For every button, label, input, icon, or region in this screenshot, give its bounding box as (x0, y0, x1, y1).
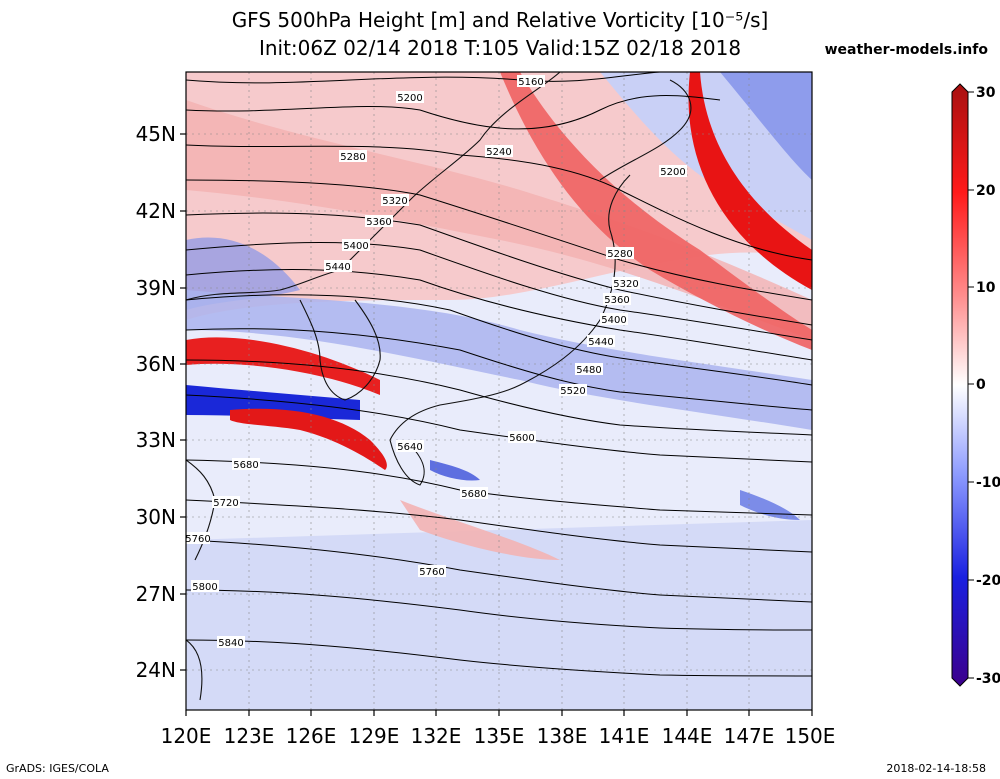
contour-label: 5200 (659, 165, 687, 178)
colorbar-tick: -30 (976, 671, 1000, 687)
longitude-labels: 120E 123E 126E 129E 132E 135E 138E 141E … (161, 724, 836, 748)
contour-label: 5600 (508, 431, 536, 444)
lon-label: 120E (161, 724, 212, 748)
colorbar-tick: -20 (976, 573, 1000, 589)
lon-label: 150E (785, 724, 836, 748)
lon-label: 147E (724, 724, 775, 748)
svg-text:5840: 5840 (218, 638, 243, 649)
colorbar-scale (951, 83, 969, 687)
svg-text:5280: 5280 (607, 249, 632, 260)
contour-label: 5400 (600, 313, 628, 326)
contour-label: 5680 (460, 487, 488, 500)
lat-label: 27N (136, 582, 176, 606)
contour-label: 5680 (232, 458, 260, 471)
svg-text:5680: 5680 (233, 460, 258, 471)
contour-label: 5360 (603, 293, 631, 306)
lat-label: 39N (136, 276, 176, 300)
contour-label: 5800 (191, 580, 219, 593)
svg-text:5760: 5760 (419, 567, 444, 578)
lat-label: 42N (136, 199, 176, 223)
graticule (186, 72, 812, 710)
contour-label: 5320 (612, 277, 640, 290)
contour-label: 5640 (396, 440, 424, 453)
lat-label: 36N (136, 352, 176, 376)
svg-text:5440: 5440 (588, 337, 613, 348)
svg-text:5640: 5640 (397, 442, 422, 453)
lat-label: 33N (136, 428, 176, 452)
svg-text:5160: 5160 (518, 77, 543, 88)
contour-labels: 5160 5200 5240 5280 5320 5360 5400 5440 … (185, 75, 687, 649)
footer-timestamp: 2018-02-14-18:58 (886, 762, 986, 775)
axis-ticks (180, 133, 813, 716)
svg-text:5520: 5520 (560, 386, 585, 397)
contour-label: 5720 (212, 496, 240, 509)
lon-label: 132E (411, 724, 462, 748)
svg-text:5320: 5320 (613, 279, 638, 290)
contour-label: 5160 (517, 75, 545, 88)
contour-label: 5280 (606, 247, 634, 260)
site-credit: weather-models.info (824, 42, 988, 58)
contour-label: 5760 (185, 532, 211, 545)
svg-text:5360: 5360 (366, 217, 391, 228)
lat-label: 45N (136, 122, 176, 146)
lon-label: 144E (662, 724, 713, 748)
colorbar-tick: 0 (976, 377, 986, 393)
contour-label: 5440 (324, 260, 352, 273)
svg-text:5280: 5280 (340, 152, 365, 163)
svg-text:5200: 5200 (660, 167, 685, 178)
lon-label: 135E (474, 724, 525, 748)
svg-text:5360: 5360 (604, 295, 629, 306)
colorbar-tick: 30 (976, 85, 996, 101)
contour-label: 5520 (559, 384, 587, 397)
svg-text:5760: 5760 (185, 534, 210, 545)
svg-text:5400: 5400 (601, 315, 626, 326)
colorbar-tick: -10 (976, 475, 1000, 491)
svg-text:5600: 5600 (509, 433, 534, 444)
contour-label: 5400 (342, 239, 370, 252)
lon-label: 141E (599, 724, 650, 748)
svg-text:5800: 5800 (192, 582, 217, 593)
contour-label: 5760 (418, 565, 446, 578)
lon-label: 138E (537, 724, 588, 748)
colorbar-tick: 20 (976, 183, 996, 199)
contour-label: 5840 (217, 636, 245, 649)
svg-text:5200: 5200 (397, 93, 422, 104)
contour-label: 5280 (339, 150, 367, 163)
coastlines (186, 72, 692, 701)
contour-label: 5440 (587, 335, 615, 348)
svg-text:5480: 5480 (576, 365, 601, 376)
svg-text:5400: 5400 (343, 241, 368, 252)
chart-title: GFS 500hPa Height [m] and Relative Vorti… (231, 8, 769, 32)
lat-label: 24N (136, 658, 176, 682)
height-contours (186, 72, 812, 677)
svg-text:5680: 5680 (461, 489, 486, 500)
svg-text:5720: 5720 (213, 498, 238, 509)
contour-label: 5240 (485, 145, 513, 158)
lon-label: 126E (286, 724, 337, 748)
footer-credit: GrADS: IGES/COLA (6, 762, 109, 775)
lon-label: 129E (349, 724, 400, 748)
lat-label: 30N (136, 505, 176, 529)
chart-subtitle: Init:06Z 02/14 2018 T:105 Valid:15Z 02/1… (258, 36, 742, 60)
contour-label: 5360 (365, 215, 393, 228)
colorbar: 30 20 10 0 -10 -20 -30 (951, 83, 1000, 687)
latitude-labels: 45N 42N 39N 36N 33N 30N 27N 24N (136, 122, 176, 682)
contour-label: 5200 (396, 91, 424, 104)
lon-label: 123E (224, 724, 275, 748)
svg-text:5320: 5320 (382, 196, 407, 207)
colorbar-tick: 10 (976, 280, 996, 296)
contour-label: 5320 (381, 194, 409, 207)
svg-text:5240: 5240 (486, 147, 511, 158)
contour-label: 5480 (575, 363, 603, 376)
svg-text:5440: 5440 (325, 262, 350, 273)
